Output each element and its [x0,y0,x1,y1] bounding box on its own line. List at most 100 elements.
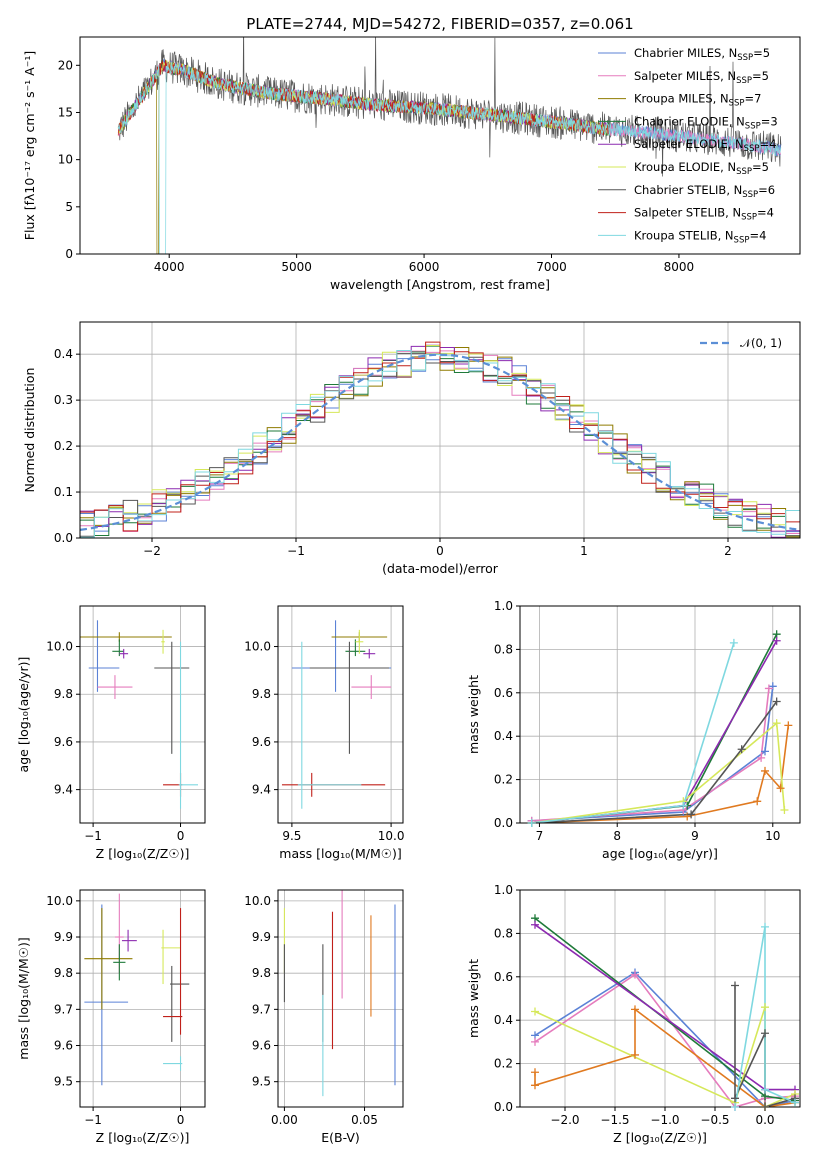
massweight_vs_age-plot-area [531,633,790,823]
legend-label: Salpeter STELIB, NSSP=4 [634,206,774,223]
mass-weight-salpeter-miles-marker [631,970,639,979]
y-tick-label: 0.6 [494,970,513,984]
legend-label-sub: SSP [729,99,745,109]
mass-weight-orange-marker [776,784,785,793]
age_vs_mass-panel: 9.5 10.0 9.4 9.6 9.8 10.0 mass [log₁₀(M/M☉)] [244,605,404,861]
mass-weight-orange-marker [784,721,793,730]
age_vs_mass-frame [277,605,404,824]
legend-label-tail: =6 [758,183,775,197]
x-tick-label: 10 [765,829,780,843]
mass-weight-salpeter-miles-marker [764,684,773,693]
mass_vs_EBV-xlabel: E(B-V) [321,1130,360,1145]
x-tick-label: 0.05 [351,1113,378,1127]
y-tick-label: 0.0 [54,531,73,545]
mass-weight-chabrier-elodie-line [531,633,778,823]
mass_vs_EBV-grid [278,890,403,1107]
age_vs_Z-plot-area [80,620,199,809]
residuals-plot-area [80,341,800,538]
legend-label-sub: SSP [737,53,753,63]
y-tick-label: 9.5 [252,1075,271,1089]
mass-weight-salpeter-elodie-marker [772,636,781,645]
mass_vs_Z-plot-area [84,893,190,1086]
y-tick-label: 9.6 [252,1039,271,1053]
y-tick-label: 20 [58,58,73,72]
age_vs_mass-xlabel: mass [log₁₀(M/M☉)] [279,846,401,861]
x-tick-label: −1.5 [600,1113,629,1127]
mass-weight-salpeter-miles-line [531,688,770,822]
y-tick-label: 0.2 [54,439,73,453]
mass_vs_Z-ylabel: mass [log₁₀(M/M☉)] [16,937,31,1059]
legend-label-normal: 𝒩(0, 1) [740,336,782,350]
legend-label-sub: SSP [742,190,758,200]
y-tick-label: 10.0 [46,640,73,654]
x-tick-label: 4000 [154,260,185,274]
legend-label-tail: =5 [752,69,769,83]
massweight_vs_Z-plot-area [534,917,796,1107]
y-tick-label: 0.6 [494,686,513,700]
mass-weight-chabrier-stelib-marker [761,1103,769,1111]
legend-label: Kroupa ELODIE, NSSP=5 [634,160,769,177]
y-tick-label: 5 [65,200,73,214]
y-tick-label: 10 [58,153,73,167]
y-tick-label: 9.6 [54,735,73,749]
mass-weight-chabrier-stelib-marker [737,745,746,754]
spectrum-line-kroupa-miles [117,59,609,254]
y-tick-label: 9.8 [54,687,73,701]
mass-weight-kroupa-stelib-marker [731,1103,739,1111]
spectrum-plot-area [117,37,782,254]
y-tick-label: 9.4 [252,783,271,797]
mass-weight-kroupa-stelib-marker [761,922,769,931]
x-tick-label: −1 [84,829,102,843]
mass-weight-kroupa-stelib-marker [679,801,688,810]
mass-weight-kroupa-elodie-line [531,721,786,823]
mass_vs_Z-panel: −1 0 9.5 9.6 9.7 9.8 9.9 10.0 Z [log₁₀(Z/Z☉)] mas… [16,889,206,1145]
mass-weight-chabrier-miles-marker [761,747,769,756]
x-tick-label: 6000 [409,260,440,274]
mass-weight-chabrier-stelib-marker [687,810,696,819]
y-tick-label: 0.0 [494,1100,513,1114]
y-tick-label: 15 [58,105,73,119]
y-tick-label: 10.0 [244,894,271,908]
mass-weight-orange-marker [631,1050,639,1059]
mass_vs_EBV-plot-area [283,890,396,1097]
legend-label-main: Chabrier STELIB, N [634,183,742,197]
normal-curve [80,353,800,531]
mass_vs_Z-xlabel: Z [log₁₀(Z/Z☉)] [96,1130,190,1145]
x-tick-label: −1 [287,544,305,558]
massweight_vs_age-grid [520,605,800,824]
y-tick-label: 9.9 [252,930,271,944]
legend-label-sub: SSP [736,76,752,86]
massweight_vs_Z-xlabel: Z [log₁₀(Z/Z☉)] [613,1130,707,1145]
age_vs_Z-frame [79,605,206,824]
spectrum-line-kroupa-stelib [117,61,782,254]
y-tick-label: 9.7 [252,1002,271,1016]
y-tick-label: 9.9 [54,930,73,944]
legend-label-main: Chabrier ELODIE, N [634,114,745,128]
age_vs_Z-xlabel: Z [log₁₀(Z/Z☉)] [96,846,190,861]
massweight_vs_age-ylabel: mass weight [466,675,481,754]
mass-weight-chabrier-stelib-line [531,701,778,823]
y-tick-label: 0.8 [494,642,513,656]
x-tick-label: −1.0 [650,1113,679,1127]
mass-weight-orange-marker [631,1005,639,1014]
y-tick-label: 0 [65,247,73,261]
x-tick-label: 0.0 [755,1113,774,1127]
massweight_vs_age-xlabel: age [log₁₀(age/yr)] [602,846,718,861]
massweight_vs_Z-ylabel: mass weight [466,959,481,1038]
y-tick-label: 1.0 [494,599,513,613]
spectrum-xlabel: wavelength [Angstrom, rest frame] [330,277,550,292]
x-tick-label: 7000 [536,260,567,274]
y-tick-label: 9.5 [54,1075,73,1089]
mass-weight-orange-marker [531,1081,539,1090]
mass_vs_EBV-panel: 0.00 0.05 9.5 9.6 9.7 9.8 9.9 10.0 E(B-V) [244,889,404,1145]
legend-label-main: Salpeter MILES, N [634,69,736,83]
legend-label: Chabrier MILES, NSSP=5 [634,46,770,63]
legend-label-main: Kroupa MILES, N [634,92,729,106]
y-tick-label: 9.8 [252,966,271,980]
x-tick-label: 8000 [664,260,695,274]
x-tick-label: 9.5 [282,829,301,843]
mass-weight-kroupa-elodie-marker [531,1007,539,1016]
residuals-xlabel: (data-model)/error [382,561,499,576]
legend-label-tail: =4 [760,137,777,151]
